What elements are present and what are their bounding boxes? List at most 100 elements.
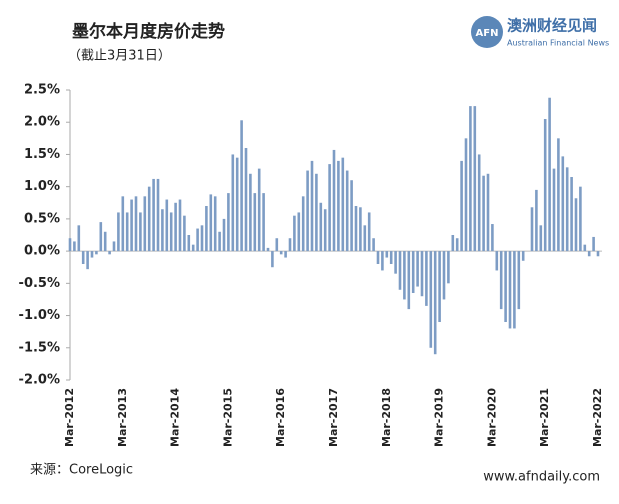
bar xyxy=(433,251,437,355)
bar xyxy=(315,173,318,252)
bar xyxy=(429,251,433,348)
bar xyxy=(565,167,569,252)
bar xyxy=(139,212,142,252)
source: 来源：CoreLogic xyxy=(30,463,133,478)
bar xyxy=(68,238,72,252)
bar xyxy=(209,194,213,252)
y-tick-label: 1.0% xyxy=(24,179,60,194)
bar xyxy=(460,160,463,252)
bar xyxy=(81,251,85,264)
bar xyxy=(438,251,441,322)
bar xyxy=(416,251,419,287)
bar xyxy=(99,222,103,252)
y-tick-label: -0.5% xyxy=(19,276,60,291)
bar xyxy=(403,251,406,300)
y-tick-label: 0.5% xyxy=(24,211,60,226)
bar xyxy=(363,225,367,252)
bar xyxy=(376,251,380,264)
y-tick-label: 0.0% xyxy=(24,244,60,259)
bar xyxy=(442,251,446,300)
bar xyxy=(125,212,129,252)
bar xyxy=(73,241,76,252)
bar xyxy=(411,251,415,293)
bar xyxy=(420,251,424,297)
x-tick-label: Mar-2019 xyxy=(433,388,446,447)
bar xyxy=(108,251,111,255)
bar xyxy=(552,168,556,252)
bar xyxy=(583,244,587,252)
bar xyxy=(293,215,296,252)
bar xyxy=(535,189,538,252)
bar xyxy=(486,173,490,252)
bar xyxy=(513,251,516,329)
bar xyxy=(112,241,116,252)
bar xyxy=(543,119,547,252)
bar xyxy=(196,228,199,252)
bar xyxy=(187,235,191,252)
bar xyxy=(389,251,393,264)
bar xyxy=(451,235,455,252)
bar xyxy=(464,138,468,252)
y-tick-label: -1.5% xyxy=(19,340,60,355)
bar xyxy=(156,178,160,252)
bar xyxy=(310,160,314,252)
bar xyxy=(240,120,243,252)
x-tick-label: Mar-2017 xyxy=(327,388,340,447)
bar xyxy=(183,215,186,252)
bar xyxy=(473,106,477,252)
bar xyxy=(548,97,551,252)
x-tick-label: Mar-2020 xyxy=(485,388,498,447)
bar xyxy=(77,225,81,252)
bar xyxy=(147,186,151,252)
bar xyxy=(323,209,327,252)
y-tick-label: -1.0% xyxy=(19,308,60,323)
bar xyxy=(345,170,349,252)
chart-title: 墨尔本月度房价走势 xyxy=(72,21,225,42)
bar xyxy=(279,251,283,255)
bar xyxy=(288,238,292,252)
bar xyxy=(337,160,340,252)
bar xyxy=(504,251,507,322)
bar xyxy=(539,225,543,252)
bar xyxy=(455,238,459,252)
bar xyxy=(372,238,375,252)
bar xyxy=(103,231,107,252)
bar xyxy=(477,154,481,252)
x-tick-label: Mar-2015 xyxy=(221,388,234,447)
bar xyxy=(495,251,499,271)
bar xyxy=(161,209,164,252)
x-tick-label: Mar-2022 xyxy=(591,388,604,447)
chart-subtitle: （截止3月31日） xyxy=(68,49,171,64)
bar xyxy=(235,157,239,252)
bar xyxy=(306,170,309,252)
bar xyxy=(262,193,265,252)
bar xyxy=(266,247,270,252)
x-tick-label: Mar-2016 xyxy=(274,388,287,447)
bar xyxy=(284,251,287,258)
bar xyxy=(222,218,226,252)
bar xyxy=(249,173,252,252)
bar xyxy=(385,251,389,258)
bar xyxy=(275,238,279,252)
x-tick-label: Mar-2018 xyxy=(380,388,393,447)
bar xyxy=(90,251,94,258)
y-tick-label: -2.0% xyxy=(19,373,60,388)
bar xyxy=(191,244,195,252)
bar xyxy=(257,168,261,252)
bar xyxy=(499,251,503,310)
bar xyxy=(359,207,362,252)
bar xyxy=(354,206,358,252)
bar xyxy=(574,198,578,252)
x-tick-label: Mar-2021 xyxy=(538,388,551,447)
bar xyxy=(517,251,521,310)
bar xyxy=(579,186,582,252)
x-tick-label: Mar-2014 xyxy=(169,388,182,447)
bar xyxy=(165,199,169,252)
bar xyxy=(218,231,221,252)
bar xyxy=(130,199,133,252)
bar xyxy=(301,196,305,252)
bar xyxy=(134,196,138,252)
bar xyxy=(121,196,125,252)
